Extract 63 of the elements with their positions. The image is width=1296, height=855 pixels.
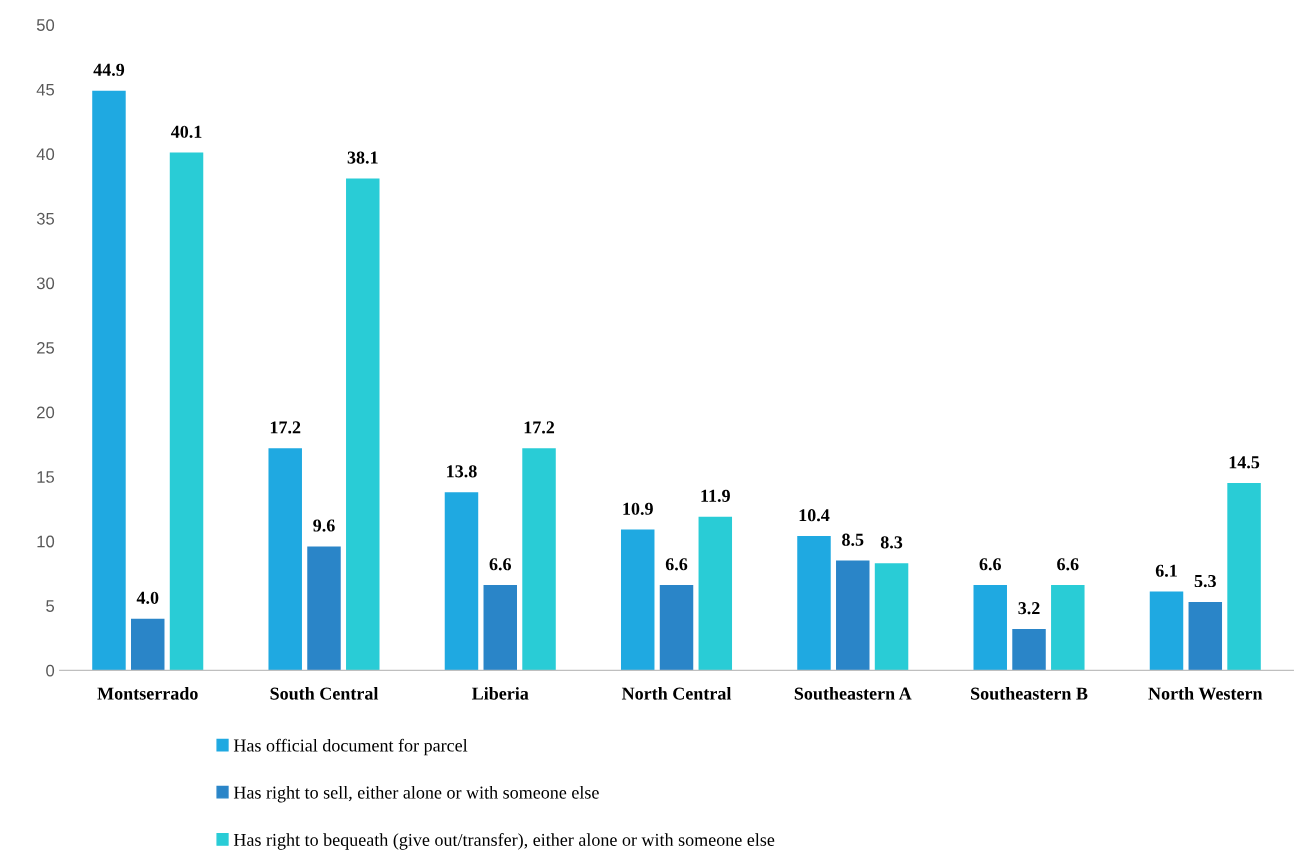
bar [620, 529, 655, 671]
data-label: 38.1 [347, 151, 378, 164]
y-tick-label: 15 [37, 471, 55, 483]
legend-label: Has right to bequeath (give out/transfer), either alone or with someone else [233, 833, 775, 850]
bar [1149, 591, 1184, 671]
data-label: 40.1 [170, 125, 202, 138]
y-tick-label: 10 [37, 535, 55, 548]
data-label: 8.5 [842, 533, 864, 546]
data-label: 6.6 [979, 558, 1001, 571]
data-label: 44.9 [93, 63, 125, 76]
data-label: 4.0 [136, 591, 159, 604]
bar [92, 90, 126, 671]
y-tick-label: 50 [36, 19, 55, 31]
legend-label: Has right to sell, either alone or with someone else [233, 785, 599, 803]
data-label: 13.8 [447, 465, 477, 478]
data-label: 17.2 [524, 421, 555, 434]
bar [346, 178, 380, 671]
y-tick-label: 30 [36, 277, 55, 290]
bar [131, 618, 165, 671]
data-label: 10.9 [623, 502, 653, 515]
data-label: 17.2 [270, 421, 301, 434]
bar [483, 585, 517, 671]
data-label: 3.2 [1018, 602, 1040, 615]
bar [169, 152, 204, 671]
y-tick-label: 5 [46, 600, 55, 612]
data-label: 14.5 [1229, 456, 1260, 469]
bar [659, 585, 694, 671]
data-label: 6.6 [489, 558, 512, 571]
y-tick-label: 20 [37, 406, 55, 419]
x-tick-label: North Central [621, 686, 732, 700]
x-tick-label: Montserrado [97, 686, 198, 700]
bar [874, 563, 909, 671]
bar [797, 536, 831, 671]
y-tick-label: 0 [46, 664, 55, 677]
data-label: 6.6 [665, 558, 688, 571]
x-tick-label: Liberia [471, 686, 529, 700]
x-tick-label: Southeastern B [971, 686, 1088, 700]
bar [1188, 601, 1223, 671]
y-tick-label: 40 [36, 148, 55, 161]
data-label: 11.9 [701, 489, 730, 502]
data-label: 6.6 [1057, 558, 1079, 571]
data-label: 5.3 [1194, 574, 1216, 588]
bar [307, 546, 341, 671]
x-tick-label: North Western [1148, 686, 1263, 700]
data-label: 9.6 [313, 519, 335, 532]
bar [522, 448, 556, 671]
x-tick-label: South Central [270, 686, 379, 700]
y-tick-label: 45 [36, 83, 55, 96]
bar [1227, 483, 1261, 671]
bar [698, 516, 733, 671]
bar [1012, 629, 1046, 671]
y-tick-label: 25 [37, 341, 55, 354]
data-label: 8.3 [880, 536, 903, 549]
legend-label: Has official document for parcel [233, 738, 468, 756]
data-label: 6.1 [1155, 564, 1177, 577]
bar [1051, 585, 1085, 671]
bar [973, 585, 1007, 671]
bar [836, 560, 870, 671]
bar [268, 448, 302, 671]
y-tick-label: 35 [36, 212, 55, 225]
x-tick-label: Southeastern A [794, 686, 912, 700]
data-label: 10.4 [799, 509, 830, 522]
bar [444, 492, 479, 671]
